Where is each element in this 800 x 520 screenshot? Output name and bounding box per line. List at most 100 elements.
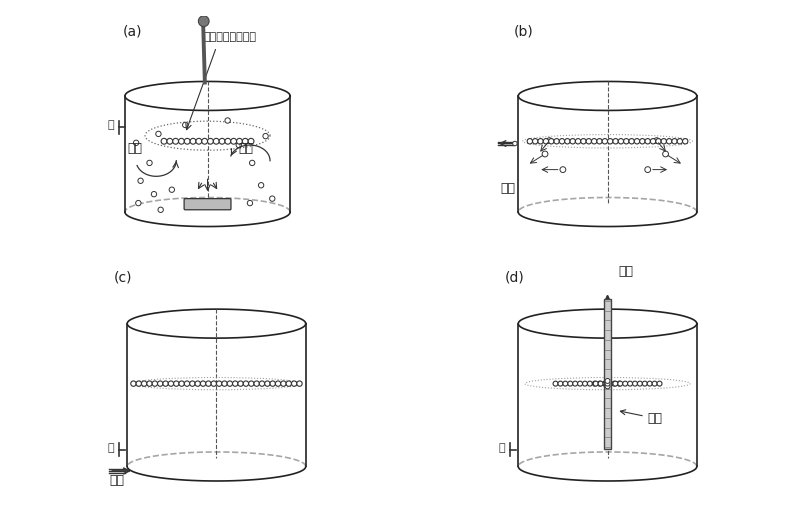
Bar xyxy=(604,298,611,449)
Circle shape xyxy=(167,138,173,144)
Circle shape xyxy=(227,381,233,386)
Text: (b): (b) xyxy=(514,24,534,38)
Circle shape xyxy=(275,381,281,386)
Circle shape xyxy=(565,139,570,144)
Circle shape xyxy=(672,139,677,144)
Circle shape xyxy=(196,138,202,144)
Text: 涡渍: 涡渍 xyxy=(127,142,142,155)
Circle shape xyxy=(618,139,624,144)
Circle shape xyxy=(558,381,563,386)
Circle shape xyxy=(138,178,143,184)
Circle shape xyxy=(136,200,141,206)
Circle shape xyxy=(214,138,219,144)
FancyBboxPatch shape xyxy=(184,199,231,210)
Circle shape xyxy=(142,381,147,386)
Circle shape xyxy=(563,381,568,386)
Circle shape xyxy=(136,381,142,386)
Circle shape xyxy=(602,381,607,386)
Circle shape xyxy=(598,381,602,386)
Circle shape xyxy=(546,138,553,144)
Text: 手: 手 xyxy=(107,443,114,453)
Text: 手: 手 xyxy=(498,443,505,453)
Circle shape xyxy=(217,381,222,386)
Circle shape xyxy=(573,381,578,386)
Circle shape xyxy=(594,381,598,386)
Circle shape xyxy=(657,381,662,386)
Circle shape xyxy=(258,183,264,188)
Circle shape xyxy=(198,16,209,27)
Circle shape xyxy=(554,139,559,144)
Circle shape xyxy=(242,138,248,144)
Circle shape xyxy=(622,381,628,386)
Circle shape xyxy=(591,139,597,144)
Circle shape xyxy=(236,142,242,148)
Circle shape xyxy=(158,207,163,213)
Circle shape xyxy=(297,381,302,386)
Circle shape xyxy=(587,381,592,386)
Circle shape xyxy=(195,381,200,386)
Circle shape xyxy=(603,381,608,386)
Text: 拉出: 拉出 xyxy=(618,265,634,278)
Circle shape xyxy=(247,200,253,206)
Circle shape xyxy=(612,381,617,386)
Circle shape xyxy=(570,139,575,144)
Circle shape xyxy=(582,381,587,386)
Circle shape xyxy=(222,381,227,386)
Circle shape xyxy=(629,139,634,144)
Circle shape xyxy=(134,140,138,146)
Circle shape xyxy=(602,139,607,144)
Circle shape xyxy=(578,381,582,386)
Circle shape xyxy=(605,379,610,383)
Circle shape xyxy=(152,381,158,386)
Circle shape xyxy=(250,160,255,165)
Circle shape xyxy=(202,138,207,144)
Circle shape xyxy=(527,139,533,144)
Circle shape xyxy=(677,139,682,144)
Circle shape xyxy=(608,381,613,386)
Circle shape xyxy=(178,138,184,144)
Circle shape xyxy=(638,381,642,386)
Text: 手: 手 xyxy=(107,120,114,131)
Circle shape xyxy=(575,139,581,144)
Circle shape xyxy=(211,381,217,386)
Circle shape xyxy=(254,381,259,386)
Circle shape xyxy=(270,381,275,386)
Circle shape xyxy=(633,381,638,386)
Circle shape xyxy=(219,138,225,144)
Text: 磁子: 磁子 xyxy=(238,142,254,155)
Circle shape xyxy=(538,139,543,144)
Circle shape xyxy=(586,139,591,144)
Circle shape xyxy=(543,139,549,144)
Circle shape xyxy=(581,139,586,144)
Circle shape xyxy=(682,139,688,144)
Circle shape xyxy=(650,139,656,144)
Text: 出水: 出水 xyxy=(500,182,515,195)
Circle shape xyxy=(151,191,157,197)
Circle shape xyxy=(237,138,242,144)
Text: 空心特氟降塑料环: 空心特氟降塑料环 xyxy=(203,32,256,42)
Circle shape xyxy=(147,381,152,386)
Circle shape xyxy=(248,138,254,144)
Circle shape xyxy=(568,381,573,386)
Circle shape xyxy=(598,381,603,386)
Circle shape xyxy=(190,138,196,144)
Circle shape xyxy=(163,381,168,386)
Circle shape xyxy=(642,381,647,386)
Circle shape xyxy=(533,139,538,144)
Circle shape xyxy=(605,381,610,386)
Circle shape xyxy=(173,138,178,144)
Circle shape xyxy=(617,381,622,386)
Circle shape xyxy=(270,196,275,201)
Circle shape xyxy=(200,381,206,386)
Circle shape xyxy=(607,381,612,386)
Circle shape xyxy=(560,167,566,173)
Circle shape xyxy=(158,381,163,386)
Circle shape xyxy=(634,139,640,144)
Circle shape xyxy=(179,381,184,386)
Circle shape xyxy=(291,381,297,386)
Circle shape xyxy=(654,138,659,144)
Circle shape xyxy=(207,138,214,144)
Circle shape xyxy=(190,381,195,386)
Circle shape xyxy=(624,139,629,144)
Circle shape xyxy=(169,187,174,192)
